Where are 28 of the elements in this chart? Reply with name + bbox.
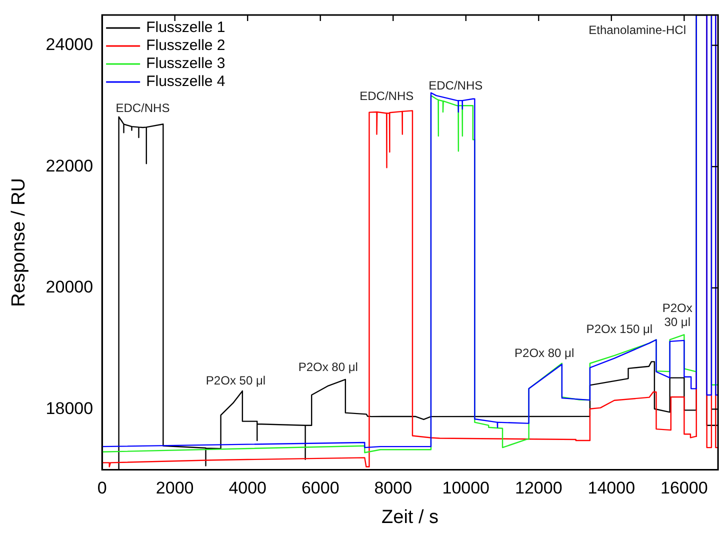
x-tick-label: 14000 <box>588 478 636 498</box>
x-tick-label: 0 <box>97 478 107 498</box>
x-tick-label: 4000 <box>228 478 267 498</box>
y-tick-label: 20000 <box>46 278 94 297</box>
legend-label: Flusszelle 1 <box>146 19 226 36</box>
x-axis-title: Zeit / s <box>382 506 439 528</box>
y-tick-label: 22000 <box>46 156 94 176</box>
y-tick-label: 18000 <box>46 398 94 418</box>
y-tick-label: 24000 <box>46 35 94 54</box>
legend-label: Flusszelle 4 <box>146 73 226 90</box>
y-axis-title: Response / RU <box>8 178 30 307</box>
legend-label: Flusszelle 3 <box>146 55 226 72</box>
legend-label: Flusszelle 2 <box>146 37 226 54</box>
annotation: P2Ox 30 μl <box>662 300 692 329</box>
annotation: EDC/NHS <box>116 101 170 115</box>
annotation: EDC/NHS <box>360 89 414 104</box>
x-tick-label: 16000 <box>660 478 708 498</box>
x-tick-label: 6000 <box>301 478 340 498</box>
x-tick-label: 8000 <box>374 478 412 498</box>
annotation: P2Ox 80 μl <box>514 346 574 360</box>
annotation: P2Ox 150 μl <box>586 322 653 336</box>
x-tick-label: 2000 <box>156 478 194 498</box>
x-tick-label: 10000 <box>442 478 490 498</box>
x-tick-label: 12000 <box>515 478 562 498</box>
annotation: P2Ox 80 μl <box>298 360 358 374</box>
annotation: EDC/NHS <box>428 78 483 93</box>
annotation: Ethanolamine-HCl <box>588 23 686 38</box>
annotation: P2Ox 50 μl <box>206 373 266 388</box>
